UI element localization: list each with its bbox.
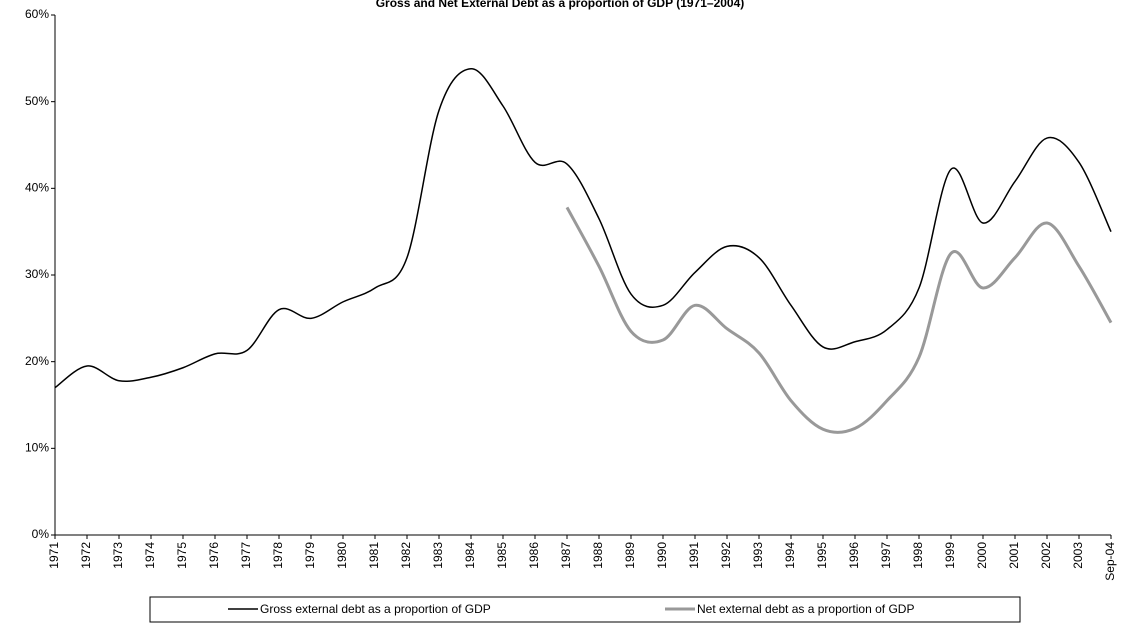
y-tick-label: 20% [25, 354, 49, 368]
y-tick-label: 60% [25, 7, 49, 21]
x-tick-label: 1986 [527, 542, 541, 569]
y-tick-label: 50% [25, 94, 49, 108]
y-tick-label: 30% [25, 267, 49, 281]
x-tick-label: 1991 [687, 542, 701, 569]
x-tick-label: 1978 [271, 542, 285, 569]
x-tick-label: 1987 [559, 542, 573, 569]
x-tick-label: 1990 [655, 542, 669, 569]
x-tick-label: 2002 [1039, 542, 1053, 569]
series-line [565, 206, 1113, 434]
x-tick-label: 1972 [79, 542, 93, 569]
x-tick-label: 1973 [111, 542, 125, 569]
x-tick-label: 1996 [847, 542, 861, 569]
x-tick-label: 1980 [335, 542, 349, 569]
x-tick-label: 1993 [751, 542, 765, 569]
y-tick-label: 10% [25, 441, 49, 455]
x-tick-label: 2001 [1007, 542, 1021, 569]
legend-label: Net external debt as a proportion of GDP [697, 602, 914, 616]
x-tick-label: 1982 [399, 542, 413, 569]
x-tick-label: 1998 [911, 542, 925, 569]
x-tick-label: 2000 [975, 542, 989, 569]
x-tick-label: 1985 [495, 542, 509, 569]
x-tick-label: 1995 [815, 542, 829, 569]
x-tick-label: 1989 [623, 542, 637, 569]
x-tick-label: 1974 [143, 542, 157, 569]
x-tick-label: 1983 [431, 542, 445, 569]
x-tick-label: 1988 [591, 542, 605, 569]
legend-label: Gross external debt as a proportion of G… [260, 602, 491, 616]
x-tick-label: 1992 [719, 542, 733, 569]
x-tick-label: 1997 [879, 542, 893, 569]
y-tick-label: 40% [25, 181, 49, 195]
x-tick-label: 2003 [1071, 542, 1085, 569]
x-tick-label: 1979 [303, 542, 317, 569]
x-tick-label: Sep-04 [1103, 542, 1117, 581]
x-tick-label: 1971 [47, 542, 61, 569]
x-tick-label: 1977 [239, 542, 253, 569]
x-tick-label: 1984 [463, 542, 477, 569]
x-tick-label: 1976 [207, 542, 221, 569]
chart-title: Gross and Net External Debt as a proport… [376, 0, 745, 10]
y-tick-label: 0% [32, 527, 50, 541]
x-tick-label: 1994 [783, 542, 797, 569]
x-tick-label: 1975 [175, 542, 189, 569]
legend-box [149, 596, 1021, 623]
series-line [54, 67, 1112, 389]
x-tick-label: 1999 [943, 542, 957, 569]
x-tick-label: 1981 [367, 542, 381, 569]
